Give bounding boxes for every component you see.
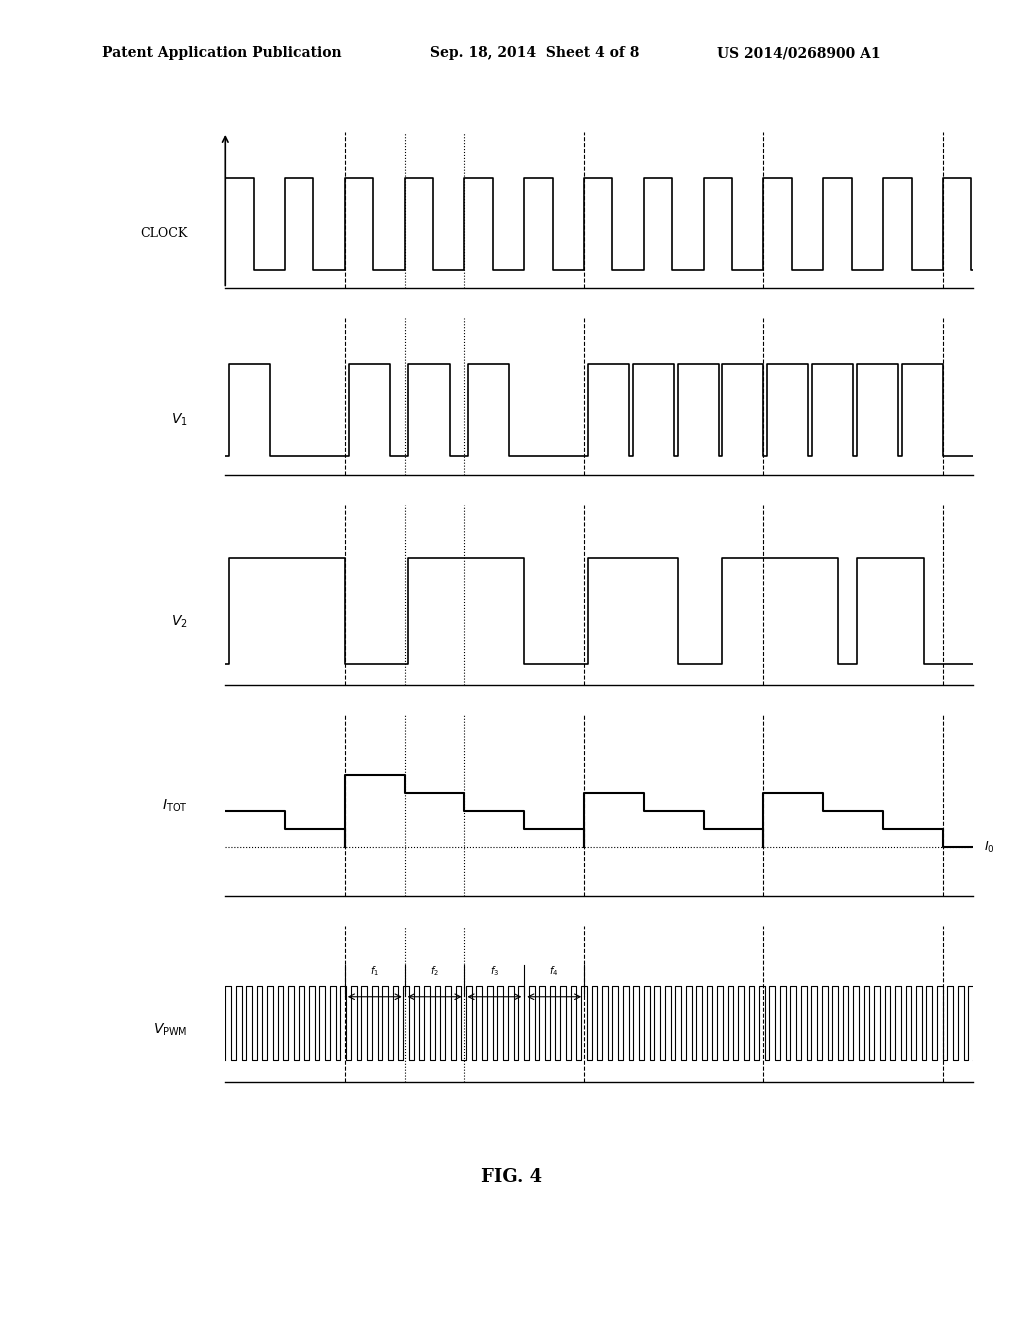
Text: $V_{\mathrm{PWM}}$: $V_{\mathrm{PWM}}$ bbox=[154, 1022, 188, 1039]
Text: US 2014/0268900 A1: US 2014/0268900 A1 bbox=[717, 46, 881, 61]
Text: $f_2$: $f_2$ bbox=[430, 965, 439, 978]
Text: $f_3$: $f_3$ bbox=[489, 965, 499, 978]
Text: $I_{\mathrm{TOT}}$: $I_{\mathrm{TOT}}$ bbox=[162, 797, 188, 814]
Text: $f_1$: $f_1$ bbox=[371, 965, 379, 978]
Text: $V_1$: $V_1$ bbox=[171, 412, 188, 428]
Text: $V_2$: $V_2$ bbox=[171, 614, 188, 630]
Text: Patent Application Publication: Patent Application Publication bbox=[102, 46, 342, 61]
Text: $f_4$: $f_4$ bbox=[550, 965, 559, 978]
Text: Sep. 18, 2014  Sheet 4 of 8: Sep. 18, 2014 Sheet 4 of 8 bbox=[430, 46, 639, 61]
Text: FIG. 4: FIG. 4 bbox=[481, 1168, 543, 1187]
Text: $I_0$: $I_0$ bbox=[984, 840, 994, 855]
Text: CLOCK: CLOCK bbox=[140, 227, 188, 240]
